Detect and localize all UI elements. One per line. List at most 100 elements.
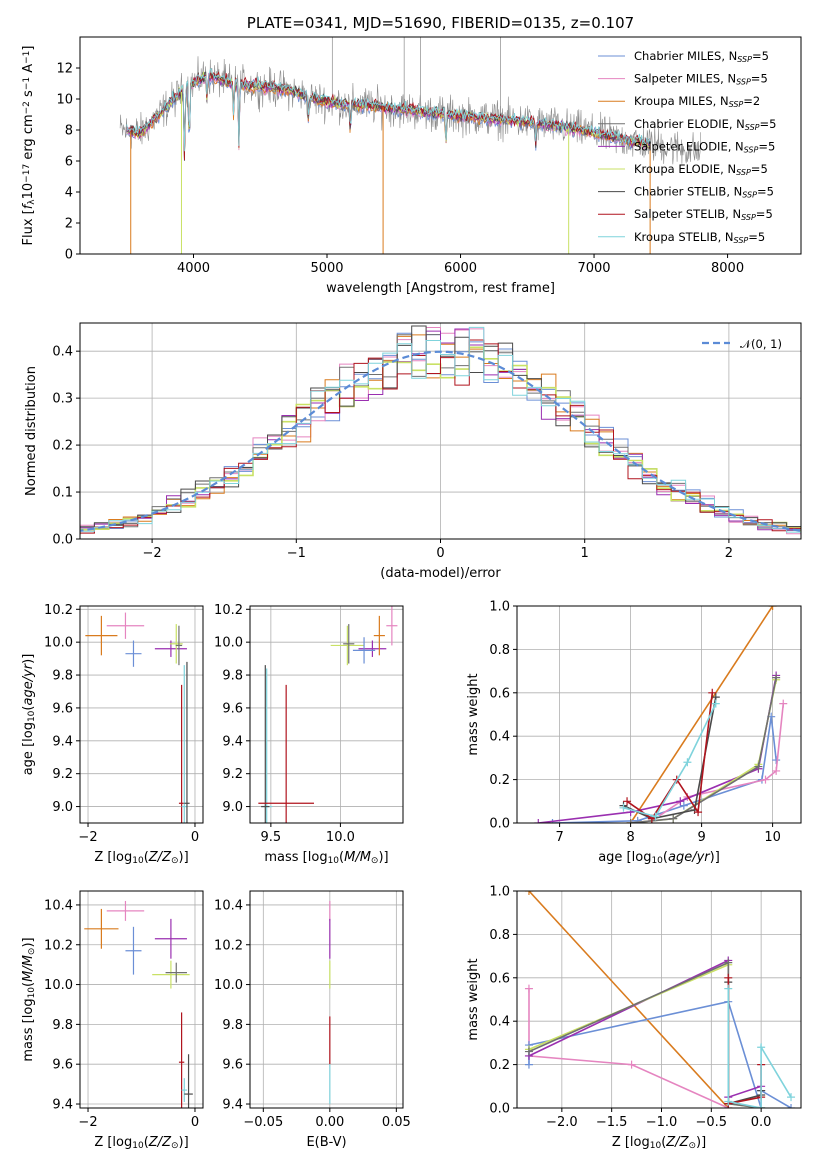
legend-nssp: 5: [768, 139, 775, 153]
legend: Chabrier MILES, NSSP=5 Salpeter MILES, NS…: [598, 49, 776, 245]
y-tick-label: 0.0: [489, 1102, 510, 1117]
weight-marker: [772, 756, 781, 765]
legend-entry: Kroupa MILES, NSSP=2: [634, 94, 760, 109]
axes-frame: [79, 36, 802, 255]
panel-weight_vs_age: 7 8 9 10 0.0 0.2 0.4 0.6 0.8 1.0 age [log10(age/yr…: [466, 600, 802, 866]
chart-title: PLATE=0341, MJD=51690, FIBERID=0135, z=0…: [247, 14, 634, 32]
y-tick-label: 9.6: [222, 701, 243, 716]
y-tick-label: 0.8: [489, 643, 510, 658]
legend-series-name: Kroupa ELODIE: [634, 162, 720, 176]
y-tick-label: 10.4: [214, 898, 243, 913]
weight-marker: [757, 1043, 766, 1052]
weight-series-chabrier-miles: [552, 716, 777, 823]
legend-nssp: 2: [753, 94, 760, 108]
weight-marker: [761, 775, 770, 784]
model-spectrum-salpeter-miles: [126, 75, 651, 158]
legend-entry: Chabrier STELIB, NSSP=5: [634, 185, 774, 200]
weight-marker: [627, 1060, 636, 1069]
y-tick-label: 9.8: [222, 1018, 243, 1033]
panel-age_vs_Z: −2 0 9.0 9.2 9.4 9.6 9.8 10.0 10.2 Z [log10(Z/Z⊙)…: [21, 603, 204, 866]
weight-marker: [787, 1104, 796, 1108]
x-tick-label: −2: [78, 1115, 97, 1130]
legend-series-name: Kroupa MILES: [634, 94, 713, 108]
errorbars: [84, 900, 193, 1108]
legend-entry: Chabrier ELODIE, NSSP=5: [634, 117, 776, 132]
weight-marker: [757, 1104, 766, 1108]
x-tick-label: 8: [626, 830, 634, 845]
weight-series-kroupa-miles: [629, 606, 774, 823]
y-tick-label: 8: [65, 124, 73, 139]
weight-marker: [779, 699, 788, 708]
y-tick-label: 9.8: [222, 669, 243, 684]
panel-mass_vs_Z: −2 0 9.4 9.6 9.8 10.0 10.2 10.4 Z [log10(Z/Z⊙)] m…: [21, 890, 204, 1151]
y-tick-label: 0.6: [489, 971, 510, 986]
y-tick-label: 10.0: [214, 978, 243, 993]
y-tick-label: 0.0: [52, 533, 73, 548]
model-spectrum-kroupa-elodie: [126, 70, 651, 159]
legend-series-name: Kroupa STELIB: [634, 230, 718, 244]
model-spectrum-chabrier-miles: [126, 74, 651, 156]
y-axis-label: mass weight: [466, 673, 481, 755]
x-axis-label: (data-model)/error: [380, 566, 501, 581]
x-tick-label: −2.0: [546, 1115, 578, 1130]
weight-series-salpeter-stelib: [727, 977, 762, 1105]
x-axis-label: mass [log10(M/M⊙)]: [264, 850, 388, 866]
legend-series-name: Salpeter MILES: [634, 72, 720, 86]
weight-marker: [787, 1093, 796, 1102]
legend-entry: Kroupa ELODIE, NSSP=5: [634, 162, 768, 177]
y-tick-label: 1.0: [489, 885, 510, 900]
weight-marker: [626, 819, 635, 823]
y-tick-label: 0.4: [489, 1015, 510, 1030]
weight-lines: [534, 606, 788, 823]
y-tick-label: 0.3: [52, 392, 73, 407]
y-tick-label: 1.0: [489, 600, 510, 615]
x-tick-label: −2: [78, 830, 97, 845]
histogram-kroupa-stelib: [80, 326, 801, 537]
legend-entry: Salpeter ELODIE, NSSP=5: [634, 139, 775, 154]
y-tick-label: 0.2: [489, 773, 510, 788]
axes-frame: [516, 890, 802, 1109]
y-tick-label: 9.2: [52, 767, 73, 782]
axes-frame: [516, 605, 802, 824]
y-tick-label: 9.0: [52, 800, 73, 815]
weight-marker: [754, 762, 763, 771]
model-spectrum-salpeter-stelib: [126, 71, 651, 161]
y-tick-label: 9.6: [52, 1058, 73, 1073]
weight-marker: [633, 816, 642, 823]
y-tick-label: 9.4: [52, 1098, 73, 1113]
weight-series-salpeter-miles: [528, 988, 729, 1108]
y-tick-label: 4: [65, 186, 73, 201]
histograms: [80, 325, 801, 537]
legend-entry: Salpeter MILES, NSSP=5: [634, 72, 768, 87]
y-tick-label: 9.4: [52, 734, 73, 749]
legend-nssp: 5: [760, 72, 767, 86]
y-tick-label: 2: [65, 217, 73, 232]
weight-series-chabrier-elodie: [630, 677, 777, 823]
y-tick-label: 9.8: [52, 1018, 73, 1033]
legend-series-name: Chabrier ELODIE: [634, 117, 729, 131]
y-tick-label: 10.2: [44, 603, 73, 618]
y-axis-label: mass weight: [466, 958, 481, 1040]
legend-nssp: 5: [769, 117, 776, 131]
panel-weight_vs_Z: −2.0 −1.5 −1.0 −0.5 0.0 0.0 0.2 0.4 0.6 0.8 1.0 Z […: [466, 885, 802, 1151]
x-tick-label: −1: [287, 546, 306, 561]
x-axis-label: Z [log10(Z/Z⊙)]: [612, 1135, 706, 1151]
legend-nssp: 5: [765, 207, 772, 221]
x-tick-label: −0.5: [696, 1115, 728, 1130]
x-axis-label: Z [log10(Z/Z⊙)]: [94, 850, 188, 866]
legend-entry: Salpeter STELIB, NSSP=5: [634, 207, 773, 222]
weight-marker: [724, 973, 733, 982]
panel-mass_vs_ebv: −0.05 0.00 0.05 9.4 9.6 9.8 10.0 10.2 10.4 E(B-V): [214, 890, 411, 1150]
weight-marker: [724, 1097, 733, 1106]
y-tick-label: 10.0: [44, 978, 73, 993]
y-tick-label: 9.4: [222, 734, 243, 749]
weight-series-salpeter-elodie: [538, 675, 777, 823]
legend-entry: Chabrier MILES, NSSP=5: [634, 49, 769, 64]
x-tick-label: 7000: [577, 261, 610, 276]
y-tick-label: 12: [56, 62, 73, 77]
legend-entry: 𝒩(0, 1): [740, 337, 782, 351]
normal-curve: [80, 350, 801, 532]
weight-marker: [524, 1047, 533, 1056]
y-tick-label: 10.2: [44, 938, 73, 953]
